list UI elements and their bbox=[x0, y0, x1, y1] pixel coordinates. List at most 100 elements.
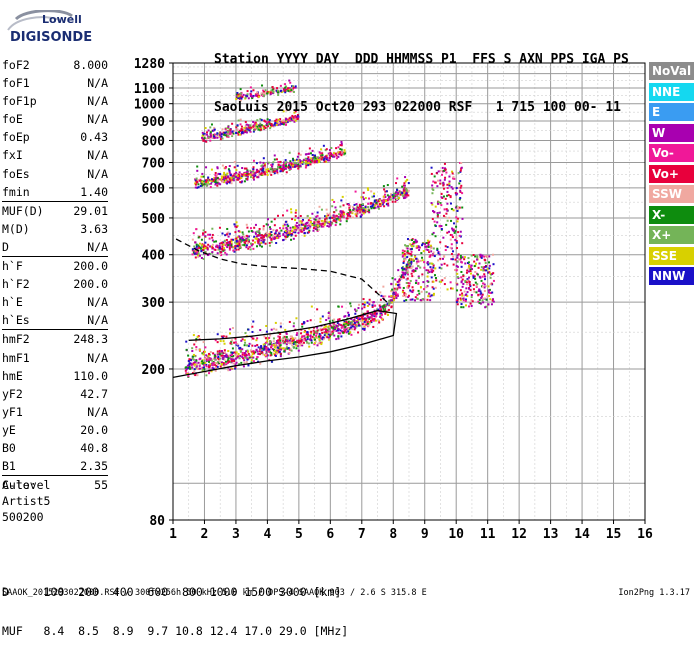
echo-dot bbox=[265, 231, 268, 234]
param-value: 2.35 bbox=[80, 459, 108, 474]
echo-dot bbox=[450, 287, 453, 290]
echo-dot bbox=[294, 228, 297, 231]
echo-dot bbox=[333, 334, 336, 337]
echo-dot bbox=[220, 352, 223, 355]
echo-dot bbox=[201, 172, 204, 175]
echo-dot bbox=[227, 133, 230, 136]
echo-dot bbox=[489, 298, 492, 301]
echo-dot bbox=[235, 126, 238, 129]
echo-dot bbox=[241, 351, 244, 354]
echo-dot bbox=[294, 227, 297, 230]
echo-dot bbox=[244, 171, 247, 174]
echo-dot bbox=[273, 346, 276, 349]
echo-dot bbox=[243, 167, 246, 170]
echo-dot bbox=[430, 262, 433, 265]
echo-dot bbox=[309, 220, 312, 223]
echo-dot bbox=[227, 359, 230, 362]
echo-dot bbox=[454, 230, 457, 233]
muf-value-row: MUF 8.4 8.5 8.9 9.7 10.8 12.4 17.0 29.0 … bbox=[2, 624, 349, 638]
echo-dot bbox=[410, 262, 413, 265]
echo-dot bbox=[478, 262, 481, 265]
echo-dot bbox=[309, 335, 312, 338]
echo-dot bbox=[379, 315, 382, 318]
echo-dot bbox=[337, 305, 340, 308]
echo-dot bbox=[249, 86, 252, 89]
echo-dot bbox=[363, 211, 366, 214]
param-row: hmF1 N/A bbox=[2, 349, 108, 367]
echo-dot bbox=[350, 333, 353, 336]
echo-dot bbox=[458, 206, 461, 209]
echo-dot bbox=[235, 239, 238, 242]
echo-dot bbox=[404, 196, 407, 199]
echo-dot bbox=[278, 233, 281, 236]
echo-dot bbox=[432, 247, 435, 250]
echo-dot bbox=[260, 118, 263, 121]
echo-dot bbox=[256, 125, 259, 128]
echo-dot bbox=[438, 225, 441, 228]
echo-dot bbox=[250, 359, 253, 362]
echo-dot bbox=[380, 202, 383, 205]
echo-dot bbox=[205, 374, 208, 377]
echo-dot bbox=[244, 353, 247, 356]
echo-dot bbox=[256, 119, 259, 122]
polarization-legend: NoVal NNE E W Vo- Vo+ SSW X- X+ SSE NNW bbox=[649, 62, 694, 288]
echo-dot bbox=[304, 162, 307, 165]
echo-dot bbox=[459, 258, 462, 261]
echo-dot bbox=[243, 129, 246, 132]
echo-dot bbox=[472, 275, 475, 278]
echo-dot bbox=[462, 306, 465, 309]
param-name: foF1 bbox=[2, 76, 30, 91]
echo-dot bbox=[253, 226, 256, 229]
echo-dot bbox=[241, 166, 244, 169]
echo-dot bbox=[209, 363, 212, 366]
echo-dot bbox=[440, 225, 443, 228]
echo-dot bbox=[428, 241, 431, 244]
echo-dot bbox=[429, 299, 432, 302]
echo-dot bbox=[467, 266, 470, 269]
echo-dot bbox=[222, 131, 225, 134]
echo-dot bbox=[350, 321, 353, 324]
echo-dot bbox=[289, 160, 292, 163]
echo-dot bbox=[235, 221, 238, 224]
echo-dot bbox=[235, 237, 238, 240]
echo-dot bbox=[351, 328, 354, 331]
echo-dot bbox=[255, 93, 258, 96]
echo-dot bbox=[231, 358, 234, 361]
echo-dot bbox=[255, 357, 258, 360]
echo-dot bbox=[413, 241, 416, 244]
param-value: 42.7 bbox=[80, 386, 108, 401]
echo-dot bbox=[367, 316, 370, 319]
echo-dot bbox=[465, 287, 468, 290]
echo-dot bbox=[275, 121, 278, 124]
echo-dot bbox=[228, 245, 231, 248]
echo-dot bbox=[240, 131, 243, 134]
echo-dot bbox=[401, 275, 404, 278]
echo-dot bbox=[386, 303, 389, 306]
echo-dot bbox=[459, 186, 462, 189]
echo-dot bbox=[419, 266, 422, 269]
echo-dot bbox=[266, 125, 269, 128]
echo-dot bbox=[430, 247, 433, 250]
echo-dot bbox=[456, 265, 459, 268]
echo-dot bbox=[272, 343, 275, 346]
echo-dot bbox=[291, 88, 294, 91]
echo-dot bbox=[224, 128, 227, 131]
echo-dot bbox=[256, 170, 259, 173]
echo-dot bbox=[329, 212, 332, 215]
echo-dot bbox=[407, 294, 410, 297]
echo-dot bbox=[247, 128, 250, 131]
echo-dots bbox=[184, 79, 495, 378]
echo-dot bbox=[214, 366, 217, 369]
legend-item-e: E bbox=[649, 103, 694, 121]
echo-dot bbox=[231, 359, 234, 362]
y-tick-label: 900 bbox=[142, 115, 166, 130]
echo-dot bbox=[324, 149, 327, 152]
echo-dot bbox=[293, 119, 296, 122]
echo-dot bbox=[442, 214, 445, 217]
grid bbox=[172, 62, 646, 521]
echo-dot bbox=[412, 269, 415, 272]
echo-dot bbox=[295, 165, 298, 168]
echo-dot bbox=[221, 164, 224, 167]
echo-dot bbox=[238, 363, 241, 366]
echo-dot bbox=[323, 220, 326, 223]
